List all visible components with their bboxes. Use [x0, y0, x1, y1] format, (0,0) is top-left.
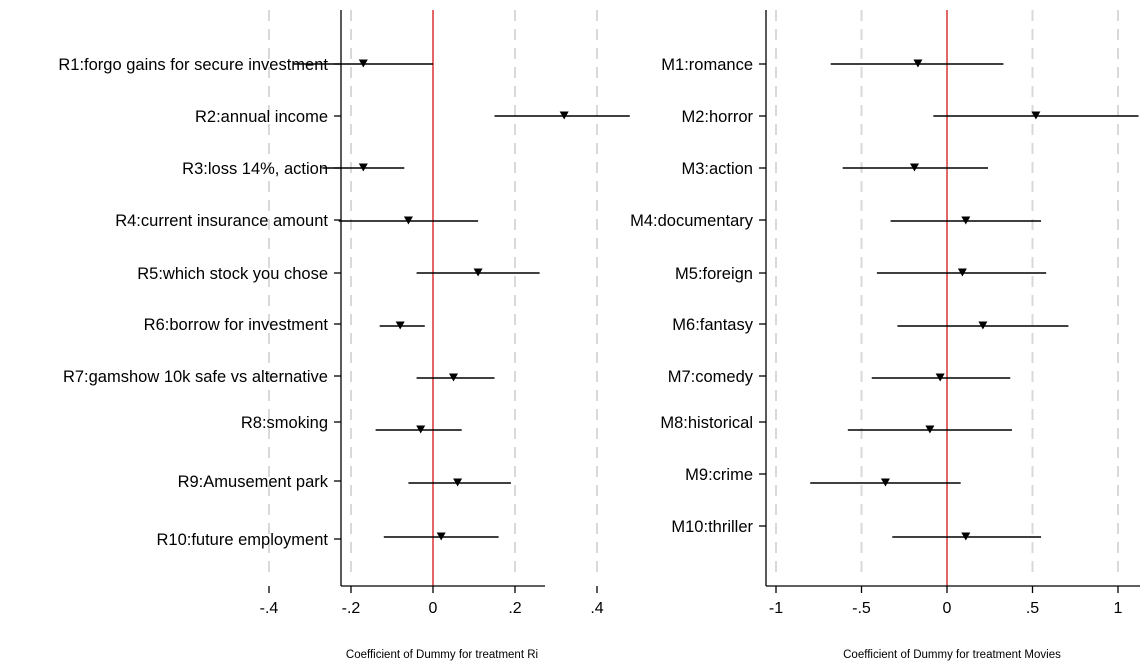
right-coef-marker-5: [978, 321, 988, 330]
left-row-label-9: R10:future employment: [156, 531, 328, 549]
right-row-label-0: M1:romance: [661, 56, 753, 74]
right-row-label-7: M8:historical: [660, 414, 753, 432]
right-row-label-5: M6:fantasy: [672, 316, 753, 334]
right-coef-marker-1: [1031, 111, 1041, 120]
right-x-tick-label-3: .5: [1026, 600, 1039, 617]
left-x-axis-title: Coefficient of Dummy for treatment Ri: [346, 649, 538, 661]
left-row-label-6: R7:gamshow 10k safe vs alternative: [63, 368, 328, 386]
left-x-tick-label-4: .4: [590, 600, 603, 617]
left-row-label-8: R9:Amusement park: [178, 473, 329, 491]
left-x-tick-label-2: 0: [429, 600, 438, 617]
left-coef-marker-9: [436, 532, 446, 541]
left-coef-marker-7: [416, 425, 426, 434]
right-row-label-6: M7:comedy: [668, 368, 754, 386]
left-row-label-7: R8:smoking: [241, 414, 328, 432]
right-x-tick-label-1: -.5: [852, 600, 871, 617]
right-row-label-1: M2:horror: [681, 108, 753, 126]
left-coef-marker-1: [559, 111, 569, 120]
left-x-tick-label-1: -.2: [342, 600, 361, 617]
left-coef-marker-2: [358, 163, 368, 172]
left-coef-marker-5: [395, 321, 405, 330]
left-row-label-2: R3:loss 14%, action: [182, 160, 328, 178]
right-x-tick-label-0: -1: [769, 600, 783, 617]
right-x-tick-label-2: 0: [943, 600, 952, 617]
left-coef-marker-6: [449, 373, 458, 382]
right-row-label-8: M9:crime: [685, 466, 753, 484]
right-row-label-2: M3:action: [681, 160, 753, 178]
right-row-label-4: M5:foreign: [675, 265, 753, 283]
right-x-tick-label-4: 1: [1114, 600, 1123, 617]
left-row-label-3: R4:current insurance amount: [115, 212, 328, 230]
right-row-label-3: M4:documentary: [630, 212, 754, 230]
left-coef-marker-8: [453, 478, 463, 487]
left-row-label-5: R6:borrow for investment: [144, 316, 329, 334]
right-row-label-9: M10:thriller: [671, 518, 753, 536]
left-coef-marker-4: [473, 268, 483, 277]
right-coef-marker-7: [925, 425, 935, 434]
left-row-label-0: R1:forgo gains for secure investment: [58, 56, 328, 74]
right-coef-marker-3: [961, 216, 971, 225]
left-coef-marker-3: [403, 216, 413, 225]
left-x-tick-label-0: -.4: [260, 600, 279, 617]
right-x-axis-title: Coefficient of Dummy for treatment Movie…: [843, 649, 1061, 661]
right-coef-marker-6: [935, 373, 945, 382]
left-coef-marker-0: [358, 59, 368, 68]
left-row-label-4: R5:which stock you chose: [137, 265, 328, 283]
right-coef-marker-4: [957, 268, 967, 277]
left-row-label-1: R2:annual income: [195, 108, 328, 126]
left-x-tick-label-3: .2: [508, 600, 521, 617]
right-coef-marker-0: [913, 59, 923, 68]
right-coef-marker-8: [880, 478, 890, 487]
right-coef-marker-2: [910, 163, 920, 172]
right-coef-marker-9: [961, 532, 971, 541]
